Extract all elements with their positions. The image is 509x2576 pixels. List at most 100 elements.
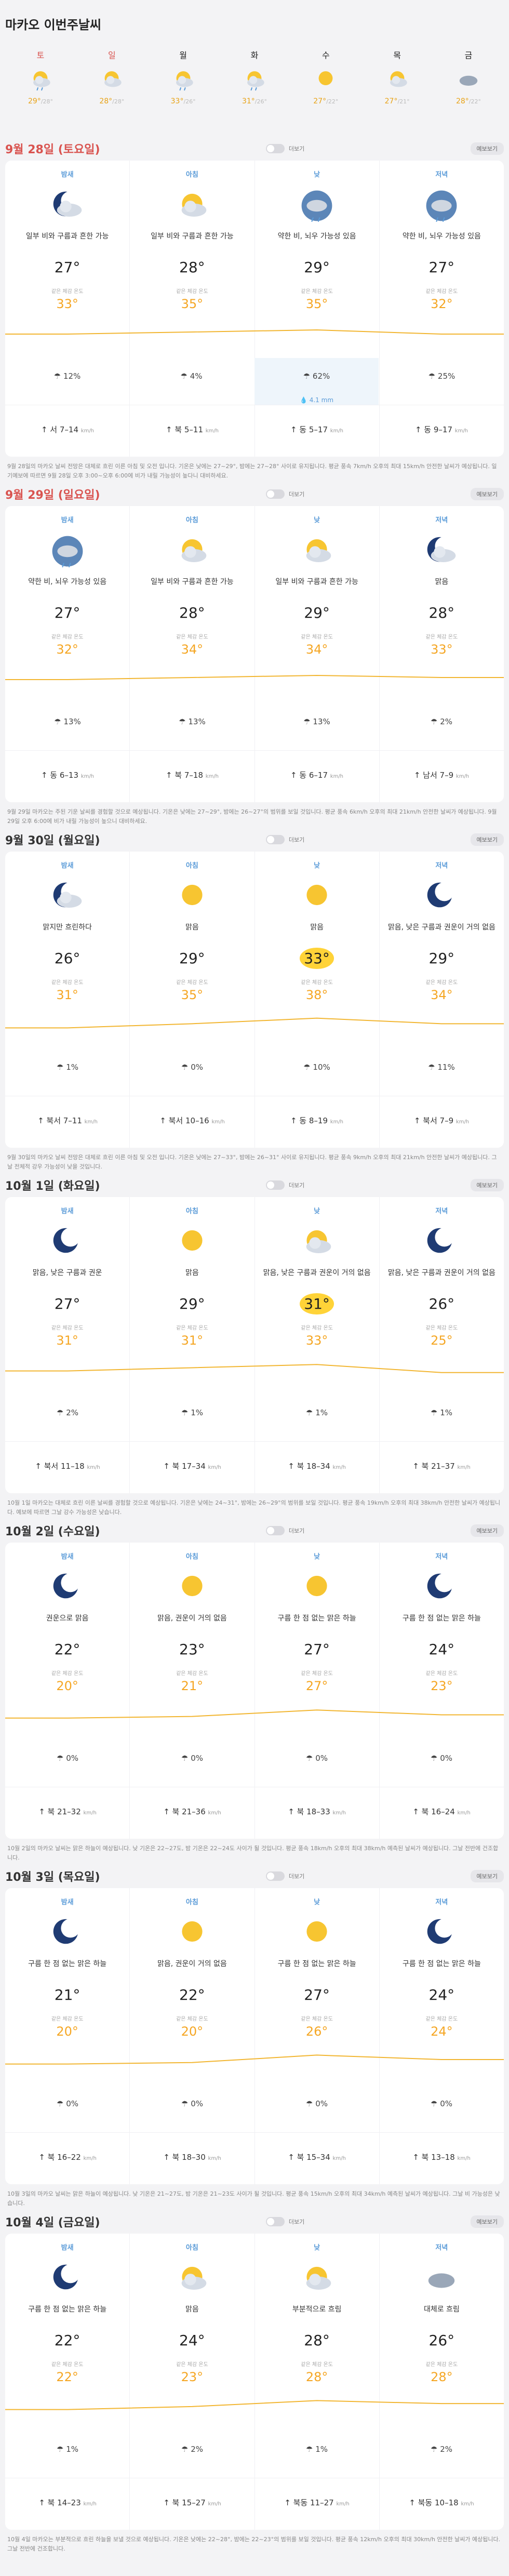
temp-curve — [5, 1709, 504, 1719]
condition-text: 맑음, 낮은 구름과 권운이 거의 없음 — [387, 923, 495, 932]
rain-chance: ☂ 1% — [181, 1408, 203, 1417]
expand-button[interactable]: 예보보기 — [470, 2215, 504, 2228]
week-day-temp: 29°/28° — [28, 97, 53, 105]
toggle-switch[interactable] — [265, 489, 285, 499]
wind-speed: ↑ 북 16–24 km/h — [412, 1807, 471, 1816]
expand-button[interactable]: 예보보기 — [470, 833, 504, 846]
rain-row: ☂ 1% ☂ 2% ☂ 1% ☂ 2% — [5, 2431, 504, 2478]
toggle-switch[interactable] — [265, 144, 285, 153]
rain-chance: ☂ 0% — [305, 1754, 328, 1763]
toggle-switch[interactable] — [265, 1180, 285, 1190]
day-summary: 9월 28일의 마카오 날씨 전망은 대체로 흐린 이른 아침 및 오전 입니다… — [7, 463, 497, 479]
feels-label: 같은 체감 온도 — [176, 1325, 208, 1331]
week-day-0[interactable]: 토 29°/28° — [15, 48, 66, 105]
rain-chance: ☂ 2% — [181, 2445, 203, 2454]
feels-label: 같은 체감 온도 — [301, 980, 333, 986]
section-header: 9월 30일 (월요일) 더보기 예보보기 — [5, 828, 504, 852]
condition-text: 맑음 — [185, 923, 199, 932]
feels-temp: 21° — [181, 1679, 204, 1693]
forecast-card: 밤새 구름 한 점 없는 맑은 하늘 21° 같은 체감 온도 20° 아침 맑음, 권운이… — [5, 1888, 504, 2184]
sun-cloud-icon — [255, 530, 379, 572]
temperature: 31° — [255, 1293, 379, 1316]
expand-button[interactable]: 예보보기 — [470, 488, 504, 500]
week-day-1[interactable]: 일 28°/28° — [86, 48, 138, 105]
temperature: 29° — [304, 604, 330, 621]
forecast-card: 밤새 맑음, 낮은 구름과 권운 27° 같은 체감 온도 31° 아침 맑음 29° 같은 체… — [5, 1197, 504, 1493]
toggle-label: 더보기 — [288, 1182, 305, 1189]
temperature: 22° — [54, 1641, 81, 1658]
rain-amount: 💧 4.1 mm — [299, 396, 334, 404]
temperature: 27° — [428, 259, 455, 276]
more-toggle[interactable]: 더보기 — [265, 2217, 304, 2226]
page-title: 마카오 이번주날씨 — [5, 18, 101, 32]
period-col-0: 밤새 약한 비, 뇌우 가능성 있음 27° 같은 체감 온도 32° — [5, 506, 130, 802]
moon-cloud-icon — [5, 876, 129, 918]
period-name: 아침 — [185, 1207, 198, 1215]
toggle-switch[interactable] — [265, 1526, 285, 1535]
expand-button[interactable]: 예보보기 — [470, 142, 504, 155]
sun-cloud-icon — [130, 530, 254, 572]
more-toggle[interactable]: 더보기 — [265, 144, 304, 153]
sun-cloud-icon — [86, 65, 138, 94]
cloud-icon — [443, 65, 494, 94]
sun-icon — [255, 1913, 379, 1954]
more-toggle[interactable]: 더보기 — [265, 1871, 304, 1881]
condition-text: 구름 한 점 없는 맑은 하늘 — [277, 1960, 356, 1968]
feels-temp: 34° — [305, 642, 328, 657]
condition-text: 맑음, 낮은 구름과 권운이 거의 없음 — [387, 1269, 495, 1277]
week-day-3[interactable]: 화 31°/26° — [229, 48, 280, 105]
rain-chance: ☂ 1% — [430, 1408, 452, 1417]
period-name: 아침 — [185, 862, 198, 870]
expand-button[interactable]: 예보보기 — [470, 1179, 504, 1191]
period-name: 아침 — [185, 1898, 198, 1906]
week-day-4[interactable]: 수 27°/22° — [300, 48, 352, 105]
condition-text: 맑음 — [435, 578, 449, 586]
toggle-switch[interactable] — [265, 2217, 285, 2226]
expand-button[interactable]: 예보보기 — [470, 1524, 504, 1537]
date-label: 10월 4일 (금요일) — [5, 2216, 100, 2229]
condition-text: 맑음 — [185, 1269, 199, 1277]
condition-text: 맑음, 권운이 거의 없음 — [157, 1614, 227, 1623]
more-toggle[interactable]: 더보기 — [265, 489, 304, 499]
week-day-name: 토 — [36, 50, 45, 60]
feels-label: 같은 체감 온도 — [51, 2016, 84, 2022]
toggle-switch[interactable] — [265, 1871, 285, 1881]
condition-text: 대체로 흐림 — [423, 2305, 460, 2314]
week-day-2[interactable]: 월 33°/26° — [157, 48, 209, 105]
wind-speed: ↑ 북서 7–11 km/h — [37, 1116, 98, 1125]
rain-chance: ☂ 2% — [430, 717, 452, 726]
condition-text: 일부 비와 구름과 흔한 가능 — [151, 232, 234, 241]
feels-label: 같은 체감 온도 — [51, 634, 84, 640]
toggle-switch[interactable] — [265, 835, 285, 844]
period-name: 낮 — [314, 171, 320, 179]
period-col-0: 밤새 맑음, 낮은 구름과 권운 27° 같은 체감 온도 31° — [5, 1197, 130, 1493]
temperature: 29° — [179, 950, 205, 967]
partly-cloudy-rain-icon — [157, 65, 209, 94]
expand-button[interactable]: 예보보기 — [470, 1870, 504, 1882]
more-toggle[interactable]: 더보기 — [265, 1180, 305, 1190]
week-day-6[interactable]: 금 28°/22° — [443, 48, 494, 105]
wind-row: ↑ 북서 7–11 km/h ↑ 북서 10–16 km/h ↑ 동 8–19 km… — [5, 1096, 504, 1126]
more-toggle[interactable]: 더보기 — [265, 1526, 304, 1535]
feels-label: 같은 체감 온도 — [425, 1671, 458, 1677]
storm-icon — [255, 185, 379, 227]
temperature: 27° — [304, 1641, 330, 1658]
week-strip: 토 29°/28° 일 28°/28° 월 33°/26° 화 31°/26° 수 27°/22°… — [0, 48, 509, 137]
period-col-3: 저녁 구름 한 점 없는 맑은 하늘 24° 같은 체감 온도 24° — [380, 1888, 504, 2184]
condition-text: 구름 한 점 없는 맑은 하늘 — [28, 2305, 107, 2314]
more-toggle[interactable]: 더보기 — [265, 835, 304, 844]
day-section: 9월 28일 (토요일) 더보기 예보보기 밤새 일부 비와 구름과 흔한 가능 27° 같… — [5, 137, 504, 482]
rain-chance: ☂ 4% — [180, 371, 203, 381]
wind-speed: ↑ 북 15–34 km/h — [288, 2153, 346, 2162]
moon-icon — [5, 2258, 129, 2300]
day-summary: 9월 29일 마카오는 주된 기운 날씨를 경험할 것으로 예상됩니다. 기온은… — [7, 808, 497, 825]
feels-label: 같은 체감 온도 — [176, 634, 208, 640]
condition-text: 구름 한 점 없는 맑은 하늘 — [277, 1614, 356, 1623]
week-day-5[interactable]: 목 27°/21° — [371, 48, 423, 105]
week-day-temp: 28°/28° — [99, 97, 125, 105]
moon-icon — [380, 876, 504, 918]
week-day-name: 화 — [250, 50, 259, 60]
feels-temp: 22° — [56, 2370, 78, 2384]
wind-row: ↑ 북 21–32 km/h ↑ 북 21–36 km/h ↑ 북 18–33 km… — [5, 1787, 504, 1817]
temperature: 28° — [304, 2332, 330, 2349]
